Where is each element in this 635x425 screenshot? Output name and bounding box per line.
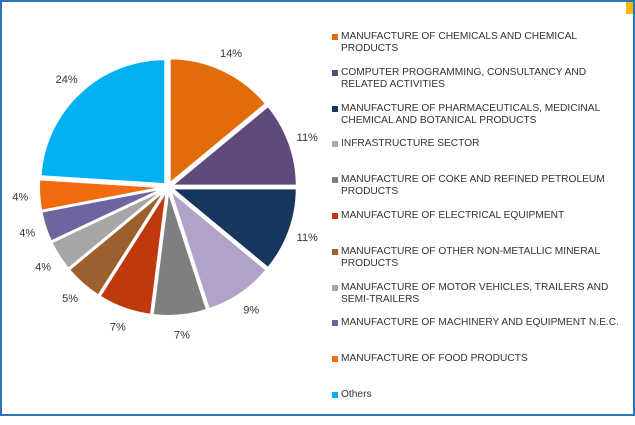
legend-swatch: [332, 320, 338, 327]
pie-slice-1: [168, 57, 268, 186]
chart-frame: 14% 11% 11% 9% 7% 7% 5% 4% 4% 4% 24% MANUFACTURE O…: [0, 0, 635, 416]
pie-slice-8: [50, 188, 166, 271]
pie-slice-2: [168, 104, 298, 187]
slice-label-11: 24%: [56, 74, 78, 86]
legend-label: COMPUTER PROGRAMMING, CONSULTANCY AND RE…: [341, 66, 587, 90]
legend-swatch: [332, 284, 338, 291]
legend-item: COMPUTER PROGRAMMING, CONSULTANCY AND RE…: [332, 67, 628, 103]
slice-label-10: 4%: [12, 191, 28, 203]
legend-swatch: [332, 141, 338, 148]
legend-item: MANUFACTURE OF CHEMICALS AND CHEMICAL PR…: [332, 31, 628, 67]
legend-item: MANUFACTURE OF FOOD PRODUCTS: [332, 353, 628, 389]
legend-item: MANUFACTURE OF COKE AND REFINED PETROLEU…: [332, 174, 628, 210]
pie-slice-3: [168, 187, 298, 270]
legend-item: MANUFACTURE OF PHARMACEUTICALS, MEDICINA…: [332, 103, 628, 139]
slice-label-7: 5%: [62, 293, 78, 305]
slice-label-8: 4%: [35, 261, 51, 273]
legend-label: MANUFACTURE OF CHEMICALS AND CHEMICAL PR…: [341, 31, 577, 54]
legend-item: Others: [332, 389, 628, 425]
slice-label-2: 11%: [297, 132, 318, 144]
legend-label: MANUFACTURE OF FOOD PRODUCTS: [341, 353, 528, 365]
legend-item: MANUFACTURE OF OTHER NON-METALLIC MINERA…: [332, 246, 628, 282]
legend-label: MANUFACTURE OF OTHER NON-METALLIC MINERA…: [341, 245, 600, 269]
pie-chart: 14% 11% 11% 9% 7% 7% 5% 4% 4% 4% 24%: [12, 48, 318, 341]
pie-slice-11: [39, 58, 167, 186]
legend-label: INFRASTRUCTURE SECTOR: [341, 138, 480, 150]
legend-swatch: [332, 212, 338, 219]
pie-slice-5: [151, 190, 209, 317]
legend-label: MANUFACTURE OF PHARMACEUTICALS, MEDICINA…: [341, 102, 600, 126]
legend-swatch: [332, 69, 338, 76]
corner-accent: [626, 2, 633, 14]
legend-swatch: [332, 34, 338, 40]
legend-item: MANUFACTURE OF MOTOR VEHICLES, TRAILERS …: [332, 282, 628, 318]
pie-slice-4: [168, 187, 268, 311]
legend-swatch: [332, 177, 338, 184]
pie-slice-9: [40, 187, 165, 243]
slice-label-9: 4%: [19, 228, 35, 240]
pie-slice-10: [38, 178, 165, 212]
legend-label: MANUFACTURE OF COKE AND REFINED PETROLEU…: [341, 174, 605, 198]
legend-swatch: [332, 356, 338, 363]
legend-item: MANUFACTURE OF MACHINERY AND EQUIPMENT N…: [332, 317, 628, 353]
slice-label-4: 9%: [243, 304, 259, 316]
pie-slice-7: [67, 189, 167, 297]
legend-label: MANUFACTURE OF MACHINERY AND EQUIPMENT N…: [341, 317, 619, 329]
legend-label: Others: [341, 388, 372, 400]
pie-slice-6: [98, 190, 168, 316]
legend-item: MANUFACTURE OF ELECTRICAL EQUIPMENT: [332, 210, 628, 246]
legend-label: MANUFACTURE OF ELECTRICAL EQUIPMENT: [341, 209, 565, 221]
slice-label-6: 7%: [110, 321, 126, 333]
slice-label-5: 7%: [174, 329, 190, 341]
legend-swatch: [332, 391, 338, 398]
legend-label: MANUFACTURE OF MOTOR VEHICLES, TRAILERS …: [341, 281, 609, 305]
legend: MANUFACTURE OF CHEMICALS AND CHEMICAL PR…: [332, 31, 628, 425]
legend-swatch: [332, 105, 338, 112]
slice-label-3: 11%: [297, 232, 318, 244]
legend-swatch: [332, 248, 338, 255]
legend-item: INFRASTRUCTURE SECTOR: [332, 138, 628, 174]
slice-label-1: 14%: [220, 48, 242, 60]
